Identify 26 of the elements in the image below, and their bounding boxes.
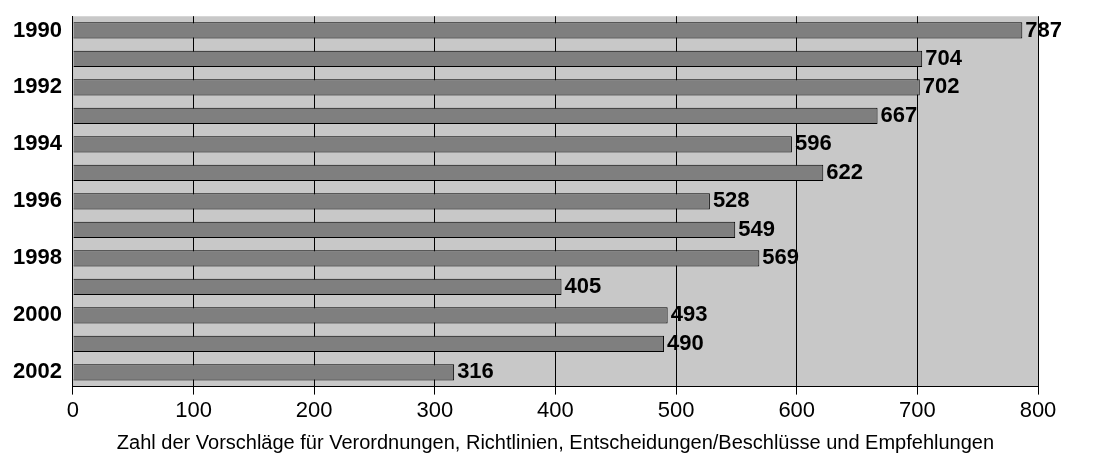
x-tick-label: 600	[778, 396, 816, 422]
x-tick-label: 200	[295, 396, 333, 422]
data-label: 622	[826, 158, 863, 184]
data-label: 596	[794, 130, 832, 156]
x-tick-label: 800	[1019, 396, 1057, 422]
data-label: 667	[880, 101, 918, 127]
y-tick-label: 1998	[12, 244, 62, 270]
x-tick-label: 0	[66, 396, 80, 422]
y-tick-label: 2002	[12, 358, 62, 384]
y-tick-label: 2000	[12, 301, 62, 327]
data-label: 549	[738, 215, 775, 241]
x-axis-title: Zahl der Vorschläge für Verordnungen, Richtlinien, Entscheidungen/Beschlüsse und Empfehlungen	[116, 430, 995, 453]
x-tick-label: 300	[416, 396, 454, 422]
x-tick-label: 700	[899, 396, 936, 422]
y-tick-label: 1996	[12, 187, 62, 213]
y-tick-label: 1990	[12, 16, 62, 42]
y-tick-label: 1994	[12, 130, 63, 156]
data-label: 528	[712, 187, 750, 213]
x-tick-label: 100	[175, 396, 212, 422]
y-tick-label: 1992	[12, 73, 62, 99]
x-tick-label: 400	[537, 396, 574, 422]
x-tick-label: 500	[657, 396, 695, 422]
data-label: 702	[922, 73, 960, 99]
data-label: 405	[564, 272, 602, 298]
data-label: 316	[457, 358, 494, 384]
data-label: 704	[925, 45, 963, 70]
